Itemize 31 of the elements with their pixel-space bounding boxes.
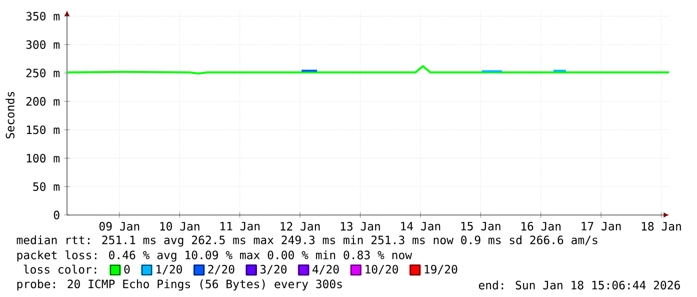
legend-label: 3/20 (260, 264, 287, 274)
x-tick-label: 11 Jan (220, 222, 260, 230)
x-tick-label: 09 Jan (99, 222, 140, 231)
y-tick-label: 300 m (26, 40, 60, 49)
y-tick-label: 250 m (26, 68, 60, 78)
legend-label: 19/20 (424, 264, 458, 274)
x-tick-label: 17 Jan (582, 222, 621, 230)
y-tick-label: 350 m (26, 12, 60, 21)
y-axis-title: Seconds (6, 92, 14, 138)
text: end: Sun Jan 18 15:06:44 2026 (478, 280, 680, 290)
text: probe: 20 ICMP Echo Pings (56 Bytes) every 300s (17, 279, 342, 291)
y-tick-label: 100 m (26, 154, 60, 163)
text: median rtt: 251.1 ms avg 262.5 ms max 249.3 ms min 251.3 ms now 0.9 ms sd 266.6 am/s (16, 235, 598, 247)
x-tick-label: 15 Jan (461, 222, 500, 230)
legend-label: 4/20 (312, 264, 339, 274)
x-tick-label: 13 Jan (340, 222, 380, 231)
x-tick-label: 18 Jan (642, 222, 681, 231)
x-tick-label: 10 Jan (160, 222, 200, 231)
text: packet loss: 0.46 % avg 10.09 % max 0.00 % min 0.83 % now (17, 250, 412, 262)
y-tick-label: 0 (54, 210, 60, 220)
x-tick-label: 14 Jan (401, 222, 440, 230)
x-tick-label: 16 Jan (521, 222, 561, 231)
y-tick-label: 200 m (26, 97, 60, 106)
y-tick-label: 150 m (26, 125, 60, 134)
legend-label: 10/20 (366, 264, 398, 274)
legend-label: 2/20 (208, 264, 234, 274)
y-tick-label: 50 m (33, 182, 60, 191)
x-tick-label: 12 Jan (280, 222, 320, 231)
legend-title: loss color: (24, 264, 96, 274)
legend-label: 0 (124, 264, 130, 274)
legend-label: 1/20 (156, 264, 182, 274)
